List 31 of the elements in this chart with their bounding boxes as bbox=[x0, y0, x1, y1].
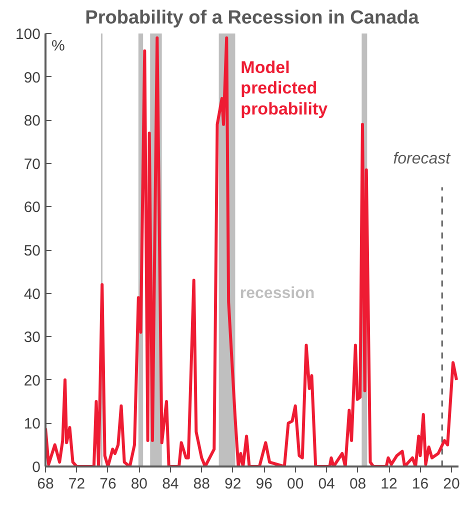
x-tick-label: 96 bbox=[256, 476, 272, 492]
x-tick-label: 84 bbox=[162, 476, 179, 492]
y-tick-label: 40 bbox=[24, 286, 41, 303]
chart-title: Probability of a Recession in Canada bbox=[85, 8, 420, 28]
y-tick-label: 80 bbox=[24, 112, 41, 130]
x-tick-label: 20 bbox=[443, 476, 460, 492]
y-tick-label: 100 bbox=[15, 26, 41, 43]
y-tick-label: 10 bbox=[24, 416, 41, 433]
y-tick-label: 20 bbox=[24, 372, 41, 390]
y-tick-label: 70 bbox=[24, 156, 41, 173]
series-label: Model predicted probability bbox=[240, 58, 328, 118]
ref-line-label: forecast bbox=[393, 150, 451, 168]
band-label: recession bbox=[240, 284, 315, 302]
y-tick-label: 90 bbox=[24, 69, 41, 86]
x-tick-label: 72 bbox=[68, 476, 86, 492]
x-tick-label: 16 bbox=[412, 476, 429, 492]
y-tick-label: 30 bbox=[24, 329, 41, 346]
y-tick-label: 50 bbox=[24, 242, 41, 260]
line-series bbox=[46, 36, 458, 466]
y-tick-label: 60 bbox=[24, 199, 41, 216]
x-tick-label: 88 bbox=[193, 476, 210, 492]
y-tick-label: 0 bbox=[32, 459, 40, 476]
x-tick-label: 08 bbox=[349, 476, 366, 492]
x-tick-label: 68 bbox=[37, 476, 54, 492]
x-tick-label: 92 bbox=[224, 476, 242, 492]
x-tick-label: 12 bbox=[380, 476, 398, 492]
y-axis-title: % bbox=[52, 38, 65, 54]
x-tick-label: 04 bbox=[318, 476, 335, 492]
x-tick-label: 80 bbox=[130, 476, 148, 492]
x-tick-label: 76 bbox=[100, 476, 116, 492]
x-tick-label: 00 bbox=[286, 476, 304, 492]
